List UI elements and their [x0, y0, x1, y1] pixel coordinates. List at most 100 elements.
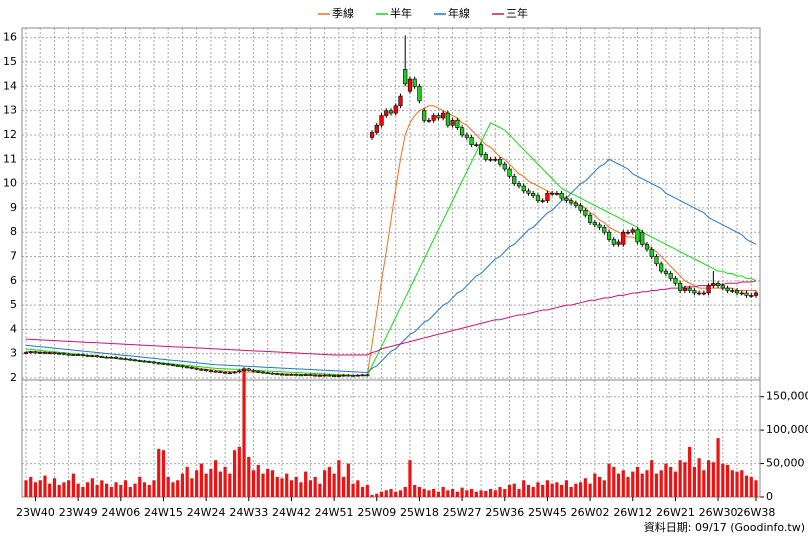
candle-body	[322, 374, 327, 377]
volume-bar	[43, 475, 47, 497]
volume-tick-label: 50,000	[766, 457, 805, 470]
candle-body	[47, 352, 52, 355]
candle-body	[23, 352, 29, 354]
volume-bar	[285, 473, 289, 497]
volume-bar	[612, 466, 616, 497]
y-tick-label: 9	[10, 201, 17, 214]
volume-bar	[67, 480, 71, 497]
volume-bar	[569, 486, 573, 497]
volume-bar	[346, 463, 350, 497]
volume-bar	[488, 488, 493, 497]
candle-body	[185, 366, 190, 369]
candle-body	[147, 361, 152, 363]
volume-bar	[157, 448, 161, 497]
y-tick-label: 8	[10, 225, 17, 238]
candle-body	[403, 69, 408, 85]
volume-bar	[640, 473, 644, 497]
volume-bar	[161, 450, 166, 497]
volume-bar	[299, 482, 303, 497]
candle-body	[66, 353, 71, 356]
candle-body	[734, 290, 740, 294]
volume-bar	[142, 482, 147, 497]
volume-bar	[550, 483, 554, 497]
volume-bar	[744, 475, 749, 497]
candle-body	[332, 375, 337, 377]
volume-bar	[86, 482, 90, 497]
volume-bar	[507, 484, 512, 497]
volume-bar	[749, 476, 753, 497]
candle-body	[90, 355, 95, 357]
candle-body	[483, 154, 488, 160]
volume-bar	[341, 476, 346, 497]
volume-bar	[38, 480, 42, 497]
candle-body	[739, 292, 744, 295]
volume-bar	[588, 483, 592, 497]
volume-bar	[237, 446, 241, 497]
volume-bar	[280, 478, 284, 497]
candle-body	[95, 355, 100, 357]
candle-body	[697, 292, 702, 295]
x-tick-label: 23W40	[16, 506, 55, 519]
volume-bar	[654, 473, 659, 497]
volume-bar	[602, 480, 606, 497]
candle-body	[222, 371, 228, 374]
candle-body	[260, 371, 266, 374]
volume-bar	[308, 480, 313, 497]
candle-body	[237, 370, 242, 373]
volume-bar	[232, 450, 237, 497]
x-tick-label: 24W51	[315, 506, 354, 519]
volume-bar	[512, 483, 516, 497]
volume-bar	[370, 494, 374, 497]
candle-body	[640, 231, 645, 245]
legend-label: 半年	[390, 6, 412, 20]
volume-bar	[740, 470, 744, 497]
volume-bar	[365, 484, 369, 497]
volume-bar	[469, 488, 474, 497]
volume-bar	[692, 466, 696, 497]
y-tick-label: 5	[10, 298, 17, 311]
volume-bar	[455, 491, 459, 497]
candle-body	[151, 361, 157, 364]
candle-body	[431, 115, 436, 121]
candle-body	[744, 292, 749, 296]
candle-body	[85, 355, 90, 357]
x-tick-label: 25W45	[528, 506, 567, 519]
candle-body	[313, 374, 318, 377]
candle-body	[156, 362, 161, 365]
volume-bar	[659, 470, 663, 497]
candle-body	[554, 193, 560, 195]
volume-bar	[721, 463, 725, 497]
candle-body	[535, 195, 541, 201]
volume-bar	[195, 470, 199, 497]
candle-body	[616, 241, 621, 245]
y-tick-label: 15	[3, 55, 17, 68]
volume-bar	[95, 484, 99, 497]
candle-body	[635, 229, 640, 243]
candle-body	[194, 368, 199, 370]
legend-label: 年線	[448, 6, 470, 20]
volume-bar	[479, 490, 483, 497]
volume-bar	[583, 478, 587, 497]
volume-bar	[536, 482, 540, 497]
volume-bar	[251, 470, 256, 497]
candle-body	[317, 375, 322, 377]
candle-body	[455, 120, 460, 128]
ma-line	[25, 158, 757, 373]
candle-body	[279, 373, 285, 376]
candle-body	[587, 214, 593, 223]
volume-bar	[190, 478, 194, 497]
candle-body	[218, 371, 223, 374]
candle-body	[749, 295, 754, 297]
candle-body	[365, 374, 370, 377]
volume-bar	[147, 484, 151, 497]
candle-body	[308, 374, 313, 376]
candle-body	[350, 375, 356, 377]
volume-bar	[62, 482, 66, 497]
candle-body	[142, 360, 147, 363]
volume-bar	[702, 470, 706, 497]
candle-body	[450, 120, 455, 126]
candle-body	[625, 231, 631, 234]
volume-bar	[81, 486, 85, 497]
candle-body	[104, 356, 109, 359]
candle-body	[578, 205, 583, 211]
